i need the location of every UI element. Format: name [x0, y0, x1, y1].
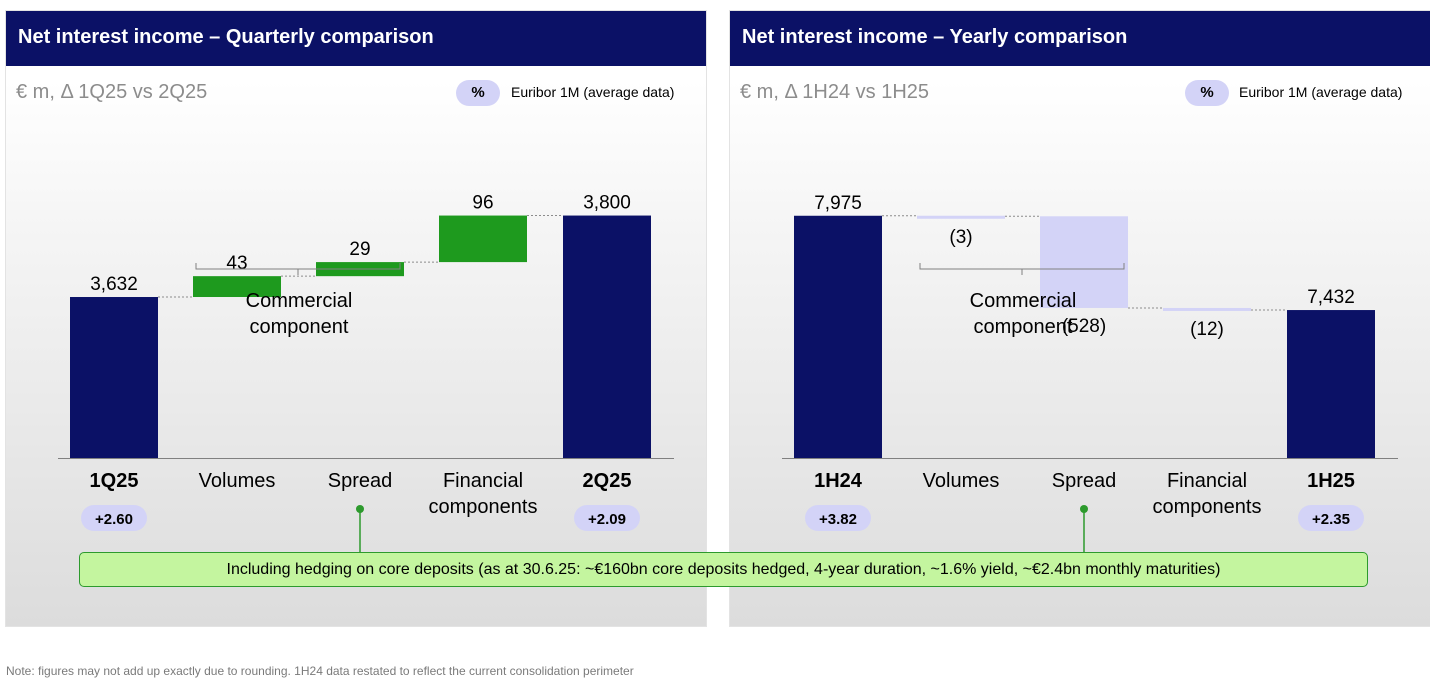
category-label: 1Q25 — [90, 470, 139, 492]
category-label: 1H25 — [1307, 470, 1355, 492]
data-label: 7,432 — [1307, 287, 1355, 308]
quarterly-panel-header: Net interest income – Quarterly comparis… — [6, 11, 706, 66]
data-label: 96 — [472, 193, 493, 214]
bar-1h24 — [794, 215, 882, 458]
category-label: components — [429, 496, 538, 518]
euribor-value: +2.35 — [1312, 511, 1350, 528]
yearly-chart-subtitle: € m, Δ 1H24 vs 1H25 — [740, 81, 930, 103]
euribor-pill — [805, 505, 871, 531]
data-label: (12) — [1190, 319, 1224, 340]
bar-1h25 — [1287, 310, 1375, 458]
yearly-panel-header: Net interest income – Yearly comparison — [730, 11, 1430, 66]
euribor-value: +2.09 — [588, 511, 626, 528]
bar-2q25 — [563, 215, 651, 458]
quarterly-waterfall-chart: 3,632 43 29 96 3,800 1Q25 Volumes Spread Financi… — [58, 193, 674, 556]
bar-1q25 — [70, 297, 158, 458]
data-label: 3,800 — [583, 193, 631, 214]
percent-legend-pill: % — [1185, 80, 1229, 106]
quarterly-panel: Net interest income – Quarterly comparis… — [5, 10, 707, 627]
euribor-legend-note: Euribor 1M (average data) — [511, 84, 675, 100]
quarterly-chart-title: Net interest income – Quarterly comparis… — [18, 26, 434, 48]
quarterly-chart-subtitle: € m, Δ 1Q25 vs 2Q25 — [16, 81, 208, 103]
yearly-waterfall-chart: 7,975 (3) (528) (12) 7,432 1H24 Volumes Spread F… — [782, 193, 1398, 556]
data-label: (528) — [1062, 316, 1106, 337]
bar-financial-components — [1163, 307, 1251, 311]
bar-volumes — [917, 215, 1005, 219]
euribor-value: +2.60 — [95, 511, 133, 528]
data-label: 3,632 — [90, 274, 138, 295]
euribor-pill — [1298, 505, 1364, 531]
bar-financial-components — [439, 215, 527, 263]
data-label: (3) — [949, 227, 972, 248]
data-label: 29 — [349, 239, 370, 260]
euribor-legend-note: Euribor 1M (average data) — [1239, 84, 1403, 100]
data-label: 7,975 — [814, 193, 862, 214]
yearly-chart-title: Net interest income – Yearly comparison — [742, 26, 1128, 48]
category-label: Spread — [328, 470, 393, 492]
euribor-pill — [81, 505, 147, 531]
bar-volumes — [193, 276, 281, 298]
footnote: Note: figures may not add up exactly due… — [6, 664, 634, 678]
hedging-callout: Including hedging on core deposits (as a… — [79, 552, 1368, 587]
commercial-component-label: component — [250, 316, 349, 338]
category-label: Volumes — [199, 470, 276, 492]
category-label: Financial — [1167, 470, 1247, 492]
category-label: Volumes — [923, 470, 1000, 492]
yearly-panel: Net interest income – Yearly comparison … — [729, 10, 1430, 627]
bar-spread — [1040, 216, 1128, 308]
commercial-component-label: Commercial — [970, 290, 1077, 312]
data-label: 43 — [226, 253, 247, 274]
category-label: Financial — [443, 470, 523, 492]
commercial-component-label: Commercial — [246, 290, 353, 312]
percent-legend-pill: % — [456, 80, 500, 106]
euribor-pill — [574, 505, 640, 531]
category-label: 2Q25 — [583, 470, 632, 492]
commercial-component-label: component — [974, 316, 1073, 338]
category-label: components — [1153, 496, 1262, 518]
category-label: 1H24 — [814, 470, 863, 492]
euribor-value: +3.82 — [819, 511, 857, 528]
category-label: Spread — [1052, 470, 1117, 492]
